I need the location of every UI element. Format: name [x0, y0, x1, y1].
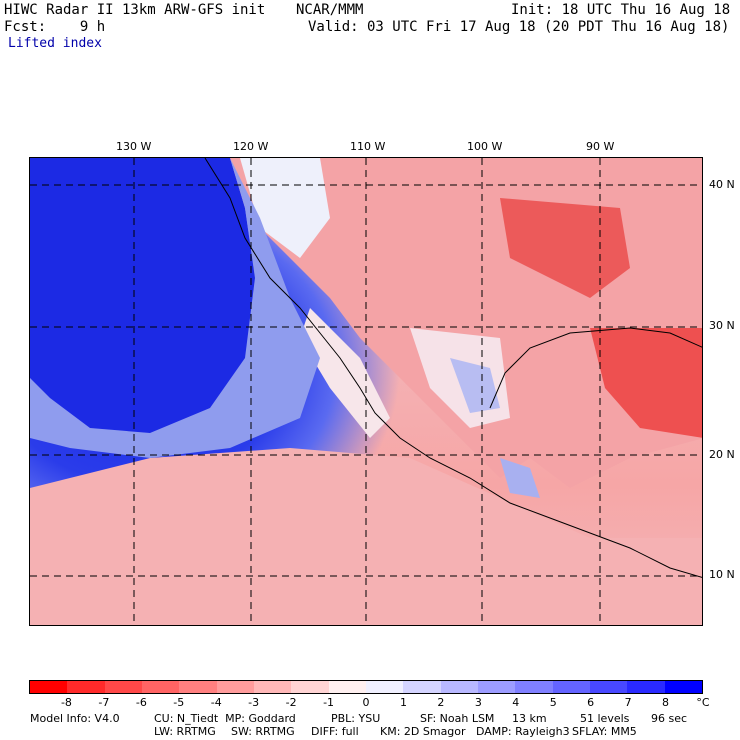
lon-label: 100 W: [467, 140, 503, 153]
colorbar-swatch: [627, 681, 665, 693]
lat-label: 10 N: [709, 568, 735, 581]
footer-resolution: 13 km: [512, 712, 547, 725]
graticule: [30, 158, 702, 625]
colorbar-swatch: [141, 681, 180, 693]
gulf-hot-region: [590, 328, 702, 438]
colorbar-tick-label: 5: [549, 696, 557, 709]
colorbar-swatch: [403, 681, 441, 693]
map-plot: [30, 158, 702, 625]
colorbar-swatch: [104, 681, 142, 693]
lon-label: 90 W: [586, 140, 615, 153]
footer-levels: 51 levels: [580, 712, 630, 725]
footer-pbl: PBL: YSU: [331, 712, 381, 725]
colorbar-tick-label: 3: [474, 696, 482, 709]
colorbar-tick-label: 6: [587, 696, 595, 709]
colorbar-swatch: [477, 681, 516, 693]
footer-damp: DAMP: Rayleigh3: [476, 725, 570, 738]
pacific-blue-edge: [30, 158, 320, 458]
colorbar-tick-label: 2: [437, 696, 445, 709]
colorbar-tick-label: -2: [285, 696, 297, 709]
footer-diff: DIFF: full: [311, 725, 359, 738]
lon-label: 130 W: [116, 140, 152, 153]
lifted-index-map: [29, 157, 703, 626]
southwest-us-white: [240, 158, 330, 258]
colorbar-unit: °C: [696, 696, 710, 709]
colorbar-swatch: [291, 681, 329, 693]
colorbar-swatch: [179, 681, 217, 693]
colorbar-swatch: [515, 681, 553, 693]
colorbar-tick-label: 4: [512, 696, 520, 709]
footer-cu-mp: CU: N_Tiedt MP: Goddard: [154, 712, 296, 725]
lon-label: 120 W: [233, 140, 269, 153]
colorbar-swatch: [552, 681, 590, 693]
footer-lw: LW: RRTMG: [154, 725, 216, 738]
gulf-coastline: [489, 327, 702, 409]
colorbar-swatch: [328, 681, 366, 693]
colorbar-swatch: [67, 681, 105, 693]
lat-label: 30 N: [709, 319, 735, 332]
org-label: NCAR/MMM: [296, 2, 364, 18]
forecast-hour: Fcst: 9 h: [4, 19, 106, 35]
footer-km: KM: 2D Smagor: [380, 725, 466, 738]
colorbar-swatch: [216, 681, 254, 693]
lat-label: 20 N: [709, 448, 735, 461]
init-time: Init: 18 UTC Thu 16 Aug 18: [511, 2, 731, 18]
footer-sf: SF: Noah LSM: [420, 712, 495, 725]
colorbar: [29, 680, 703, 694]
lat-label: 40 N: [709, 178, 735, 191]
pacific-blue-core: [30, 158, 255, 433]
colorbar-tick-label: 0: [362, 696, 370, 709]
colorbar-tick-label: -3: [248, 696, 260, 709]
colorbar-tick-label: -8: [60, 696, 72, 709]
colorbar-tick-label: 1: [399, 696, 407, 709]
colorbar-tick-label: -7: [98, 696, 110, 709]
colorbar-tick-label: 8: [662, 696, 670, 709]
central-us-hot-region: [500, 198, 630, 298]
field-name: Lifted index: [8, 36, 102, 51]
colorbar-swatch: [253, 681, 292, 693]
colorbar-tick-label: -6: [135, 696, 147, 709]
footer-sflay: SFLAY: MM5: [572, 725, 637, 738]
colorbar-swatch: [365, 681, 404, 693]
colorbar-tick-label: -5: [173, 696, 185, 709]
colorbar-swatch: [30, 681, 68, 693]
lon-label: 110 W: [350, 140, 386, 153]
valid-time: Valid: 03 UTC Fri 17 Aug 18 (20 PDT Thu …: [308, 19, 730, 35]
plateau-blue-patch: [450, 358, 500, 413]
colorbar-swatch: [589, 681, 628, 693]
colorbar-swatch: [664, 681, 702, 693]
colorbar-tick-label: 7: [624, 696, 632, 709]
footer-timestep: 96 sec: [651, 712, 688, 725]
footer-model-info: Model Info: V4.0: [30, 712, 120, 725]
footer-sw: SW: RRTMG: [231, 725, 295, 738]
colorbar-tick-label: -4: [210, 696, 222, 709]
baja-white-region: [300, 308, 390, 438]
model-title: HIWC Radar II 13km ARW-GFS init: [4, 2, 266, 18]
colorbar-tick-label: -1: [323, 696, 335, 709]
coastline: [204, 158, 702, 578]
transvolcanic-blue-patch: [500, 458, 540, 498]
colorbar-swatch: [440, 681, 478, 693]
